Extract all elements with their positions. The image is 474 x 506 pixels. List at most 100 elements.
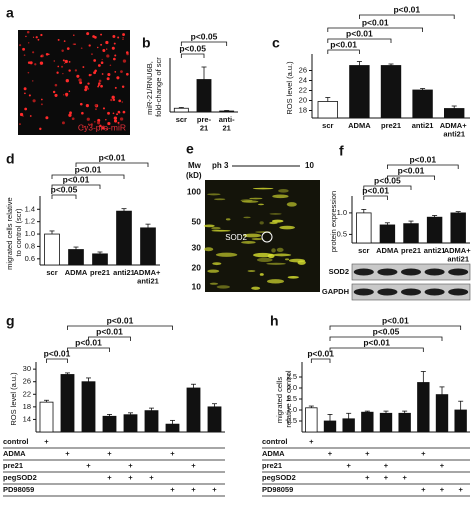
- significance-label: p<0.01: [99, 152, 126, 162]
- dot: [68, 90, 71, 93]
- significance-label: p<0.05: [374, 175, 401, 185]
- dot: [40, 55, 43, 58]
- significance-label: p<0.05: [51, 184, 78, 194]
- significance-bracket: [387, 164, 459, 169]
- bar: [323, 420, 337, 433]
- table-row-label: ADMA: [262, 449, 285, 458]
- dot: [117, 110, 121, 114]
- dot: [102, 49, 106, 53]
- dot: [37, 38, 40, 41]
- gel-spot: [286, 202, 297, 207]
- dot: [88, 73, 92, 77]
- dot: [97, 118, 101, 122]
- bar: [165, 423, 180, 433]
- bar: [398, 412, 411, 433]
- gel-spot: [258, 203, 264, 206]
- significance-label: p<0.01: [330, 39, 357, 49]
- gel-spot: [214, 198, 226, 201]
- bar: [44, 233, 60, 266]
- significance-bracket: [310, 358, 331, 363]
- significance-label: p<0.01: [398, 165, 425, 175]
- dot: [80, 47, 83, 49]
- bar: [426, 216, 443, 244]
- table-mark: +: [384, 473, 389, 482]
- fluorescence-image: [18, 30, 130, 135]
- dot: [86, 87, 90, 90]
- dot: [34, 63, 37, 66]
- dot: [100, 61, 104, 64]
- gel-spot: [269, 221, 278, 225]
- blot-band: [377, 268, 398, 276]
- x-tick-label: anti21: [412, 121, 434, 130]
- gel-spot: [287, 275, 299, 279]
- gel-spot: [251, 286, 261, 290]
- dot: [61, 65, 64, 68]
- dot: [56, 71, 59, 74]
- significance-label: p<0.01: [362, 185, 389, 195]
- x-tick-label: pre21: [90, 268, 110, 277]
- dot: [23, 54, 26, 56]
- dot: [81, 111, 84, 115]
- dot: [94, 120, 96, 123]
- significance-bracket: [363, 185, 412, 190]
- y-tick-label: 26: [299, 65, 307, 74]
- y-tick-label: 2.0: [287, 383, 297, 392]
- blot-band: [424, 288, 445, 296]
- dot: [85, 104, 89, 108]
- bar: [349, 65, 370, 119]
- bar: [196, 79, 212, 113]
- dot: [32, 99, 36, 103]
- gel-spot: [225, 218, 231, 221]
- dot: [28, 94, 31, 97]
- table-row-label: pre21: [262, 461, 282, 470]
- table-mark: +: [421, 449, 426, 458]
- significance-bracket: [329, 336, 443, 341]
- x-tick-label: ADMA: [348, 121, 371, 130]
- gel-spot: [278, 188, 289, 193]
- x-tick-label: ADMA: [65, 268, 88, 277]
- significance-bracket: [51, 174, 125, 179]
- gel-spots: [203, 187, 306, 290]
- significance-bracket: [387, 175, 435, 180]
- dot: [112, 34, 116, 38]
- table-mark: +: [440, 485, 445, 494]
- gel-spot: [211, 226, 221, 230]
- gel-spot: [271, 248, 276, 253]
- y-tick-label: 1.0: [25, 229, 35, 238]
- dot: [113, 42, 116, 45]
- bar: [102, 415, 117, 433]
- x-tick-label: pre21: [401, 246, 421, 255]
- gel-spot: [243, 216, 251, 219]
- gel-spot: [243, 233, 262, 238]
- significance-label: p<0.01: [393, 4, 420, 14]
- dot: [63, 40, 66, 42]
- gel-spot: [207, 193, 221, 196]
- dot: [62, 72, 64, 75]
- dot: [25, 35, 27, 38]
- x-tick-label: ADMA+ anti21: [440, 121, 469, 139]
- dot: [22, 47, 26, 51]
- dot: [35, 36, 38, 39]
- dot: [64, 62, 66, 65]
- significance-label: p<0.01: [107, 315, 134, 325]
- dot: [106, 54, 110, 58]
- dot: [61, 49, 64, 52]
- blot-band: [448, 268, 469, 276]
- panel-label: f: [339, 143, 344, 159]
- dot: [98, 79, 102, 83]
- table-mark: +: [128, 461, 133, 470]
- mw-marker: 30: [192, 242, 202, 252]
- table-mark: +: [191, 485, 196, 494]
- gel-spot: [279, 225, 295, 230]
- dot: [40, 103, 43, 106]
- dot: [122, 33, 125, 36]
- dot: [86, 117, 90, 121]
- dot: [107, 72, 111, 77]
- dot: [29, 61, 33, 65]
- bar: [219, 110, 235, 113]
- dot: [65, 79, 69, 83]
- dot: [45, 116, 49, 120]
- bar: [412, 89, 433, 119]
- bar: [123, 414, 138, 433]
- dot: [64, 59, 68, 64]
